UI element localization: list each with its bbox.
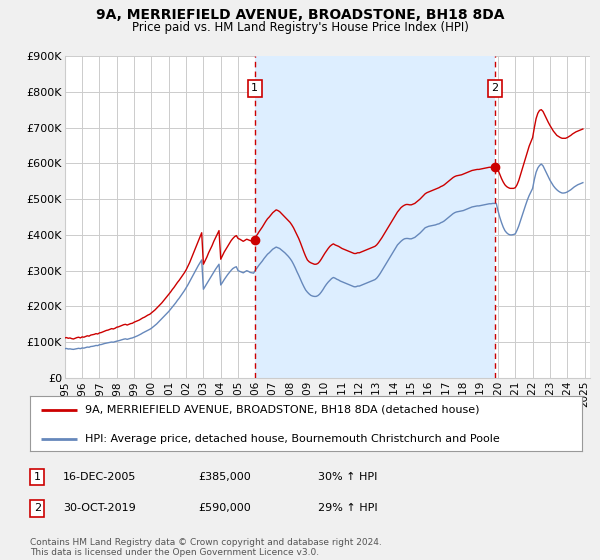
Text: 1: 1 [34,472,41,482]
Text: Price paid vs. HM Land Registry's House Price Index (HPI): Price paid vs. HM Land Registry's House … [131,21,469,34]
Text: 1: 1 [251,83,258,93]
Text: 30-OCT-2019: 30-OCT-2019 [63,503,136,514]
Text: 9A, MERRIEFIELD AVENUE, BROADSTONE, BH18 8DA (detached house): 9A, MERRIEFIELD AVENUE, BROADSTONE, BH18… [85,405,480,414]
Text: 30% ↑ HPI: 30% ↑ HPI [318,472,377,482]
Bar [255,56,495,378]
Text: Contains HM Land Registry data © Crown copyright and database right 2024.
This d: Contains HM Land Registry data © Crown c… [30,538,382,557]
Text: 2: 2 [491,83,499,93]
Text: £385,000: £385,000 [198,472,251,482]
Text: HPI: Average price, detached house, Bournemouth Christchurch and Poole: HPI: Average price, detached house, Bour… [85,434,500,444]
Text: 29% ↑ HPI: 29% ↑ HPI [318,503,377,514]
Text: 16-DEC-2005: 16-DEC-2005 [63,472,136,482]
Text: £590,000: £590,000 [198,503,251,514]
Text: 2: 2 [34,503,41,514]
Text: 9A, MERRIEFIELD AVENUE, BROADSTONE, BH18 8DA: 9A, MERRIEFIELD AVENUE, BROADSTONE, BH18… [96,8,504,22]
